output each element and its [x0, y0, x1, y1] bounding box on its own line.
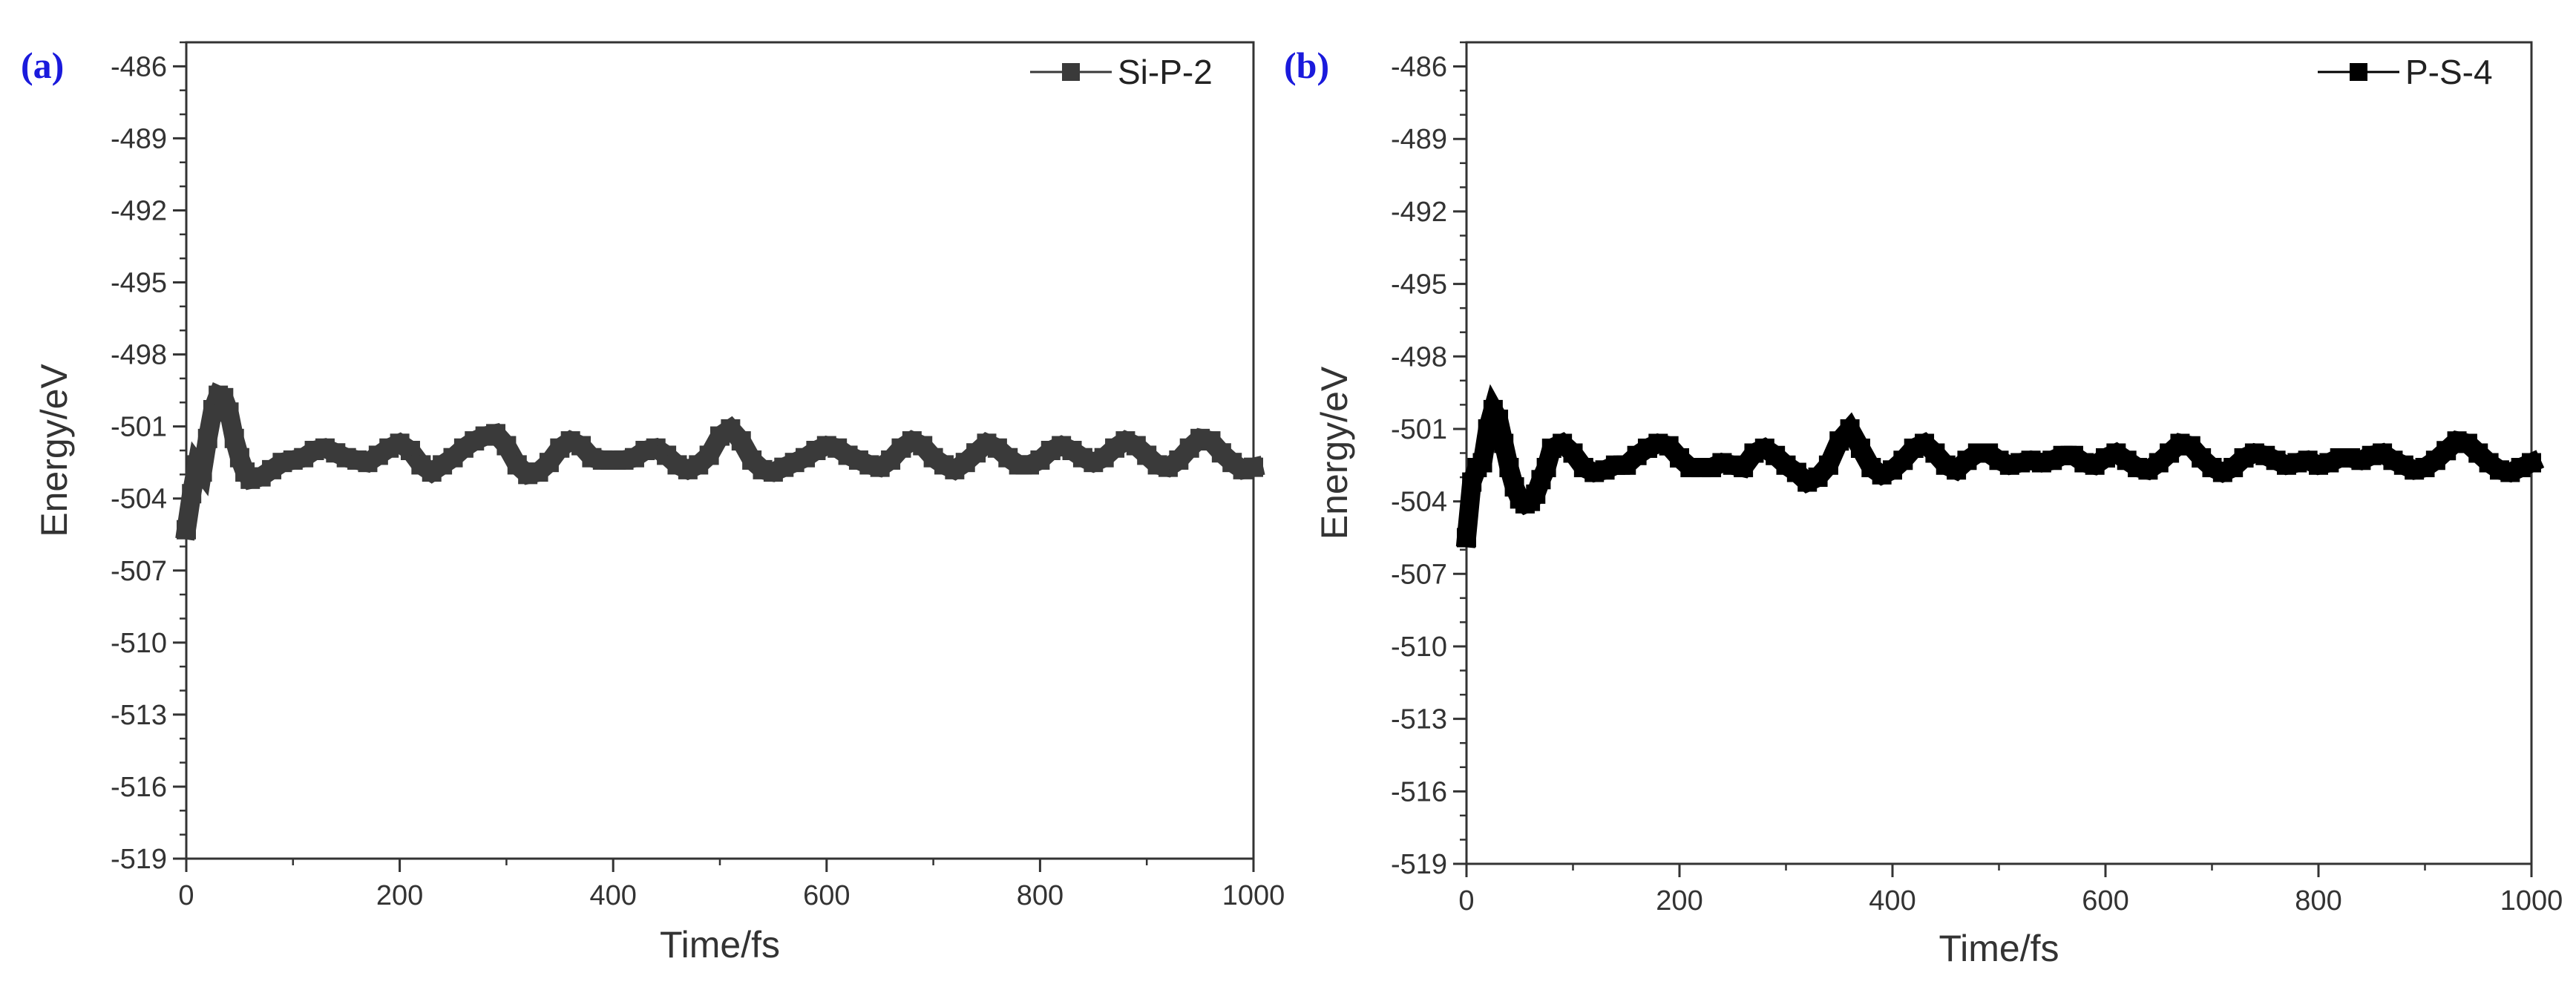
y-tick-label: -504 [111, 484, 167, 515]
x-tick-label: 600 [803, 880, 850, 911]
y-tick-label: -519 [111, 844, 167, 875]
y-tick-label: -489 [1391, 124, 1447, 155]
series-si-p-2 [175, 382, 1265, 541]
y-tick-label: -519 [1391, 849, 1447, 880]
y-tick-label: -507 [1391, 559, 1447, 590]
legend: Si-P-2 [1030, 53, 1213, 91]
x-tick-label: 800 [1017, 880, 1063, 911]
legend: P-S-4 [2318, 53, 2493, 91]
data-point [1494, 433, 1514, 453]
x-tick-label: 1000 [1222, 880, 1285, 911]
x-tick-label: 600 [2082, 885, 2128, 917]
data-point [731, 431, 751, 451]
y-tick-label: -501 [111, 412, 167, 443]
y-tick-label: -504 [1391, 487, 1447, 518]
data-point [1489, 409, 1509, 429]
data-point [1818, 455, 1838, 475]
data-point [699, 445, 719, 465]
x-tick-label: 1000 [2500, 885, 2563, 917]
data-point [2522, 453, 2541, 473]
y-axis-title: Energy/eV [33, 364, 75, 537]
data-point [192, 462, 212, 482]
y-tick-label: -516 [111, 772, 167, 803]
y-tick-label: -513 [1391, 704, 1447, 735]
panel-label: (a) [21, 45, 64, 86]
data-point [1840, 419, 1860, 439]
legend-marker [2350, 63, 2367, 81]
data-point [1850, 438, 1870, 458]
data-point [496, 436, 517, 456]
y-tick-label: -507 [111, 556, 167, 587]
y-tick-label: -510 [111, 628, 167, 659]
y-tick-label: -510 [1391, 632, 1447, 663]
y-tick-label: -495 [1391, 269, 1447, 301]
chart-panel-b: (b) -486 -489 -492 -495 -498 -501 -504 -507 -510 -… [1284, 41, 2563, 969]
x-tick-label: 400 [1869, 885, 1915, 917]
y-tick-label: -492 [111, 195, 167, 226]
x-tick-label: 400 [589, 880, 636, 911]
y-tick-label: -486 [1391, 52, 1447, 83]
x-tick-label: 0 [178, 880, 194, 911]
y-axis-title: Energy/eV [1314, 366, 1355, 540]
chart-panel-a: (a) -486 -489 -492 -495 -498 -501 -504 -507 -510 -… [21, 41, 1285, 966]
y-tick-label: -498 [1391, 341, 1447, 373]
y-tick-label: -513 [111, 700, 167, 731]
series-p-s-4 [1455, 384, 2545, 548]
y-tick-label: -489 [111, 123, 167, 154]
data-point [197, 428, 217, 448]
x-tick-label: 0 [1458, 885, 1474, 917]
data-point [1244, 457, 1263, 477]
x-tick-label: 800 [2295, 885, 2341, 917]
data-point [1536, 458, 1556, 478]
legend-label: P-S-4 [2405, 53, 2493, 91]
x-axis-title: Time/fs [1938, 928, 2059, 969]
panel-label: (b) [1284, 45, 1329, 86]
y-tick-label: -501 [1391, 414, 1447, 445]
y-tick-label: -492 [1391, 197, 1447, 228]
legend-label: Si-P-2 [1118, 53, 1213, 91]
data-point [1499, 458, 1519, 478]
data-point [1472, 453, 1492, 473]
y-tick-label: -486 [111, 51, 167, 82]
data-point [219, 402, 239, 422]
x-tick-label: 200 [1656, 885, 1702, 917]
data-point [1457, 528, 1476, 548]
data-point [177, 519, 196, 540]
y-tick-label: -516 [1391, 776, 1447, 807]
legend-marker [1062, 63, 1080, 81]
data-point [224, 428, 244, 448]
y-tick-label: -498 [111, 340, 167, 371]
x-tick-label: 200 [376, 880, 423, 911]
data-point [182, 484, 202, 504]
y-tick-label: -495 [111, 268, 167, 299]
x-axis-title: Time/fs [660, 924, 780, 966]
